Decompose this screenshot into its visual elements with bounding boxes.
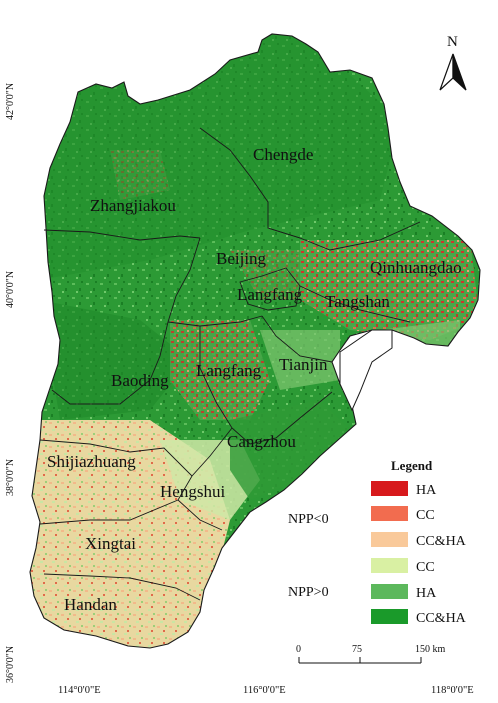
city-label: Xingtai xyxy=(85,534,136,553)
city-boundaries xyxy=(39,127,421,601)
city-label: Shijiazhuang xyxy=(47,452,136,471)
legend-item-label: CC xyxy=(416,508,435,523)
city-label: Qinhuangdao xyxy=(370,258,462,277)
lat-label: 36°0'0"N xyxy=(5,646,16,683)
city-labels: Chengde Zhangjiakou Beijing Qinhuangdao … xyxy=(47,145,462,614)
legend-item-label: HA xyxy=(416,483,437,498)
lon-label: 116°0'0"E xyxy=(243,685,286,696)
city-label: Tianjin xyxy=(279,355,328,374)
legend-swatch xyxy=(371,506,408,521)
scale-tick-label: 150 km xyxy=(415,644,446,655)
city-label: Chengde xyxy=(253,145,313,164)
city-label: Tangshan xyxy=(325,292,390,311)
legend-title: Legend xyxy=(391,458,433,473)
city-label: Baoding xyxy=(111,371,169,390)
city-label: Langfang xyxy=(237,285,303,304)
lat-label: 42°0'0"N xyxy=(5,83,16,120)
city-label: Hengshui xyxy=(160,482,225,501)
legend-group-label: NPP<0 xyxy=(288,512,329,527)
lon-label: 118°0'0"E xyxy=(431,685,474,696)
legend-item-label: CC&HA xyxy=(416,534,467,549)
lat-label: 38°0'0"N xyxy=(5,459,16,496)
city-label: Zhangjiakou xyxy=(90,196,176,215)
legend-swatch xyxy=(371,609,408,624)
legend-item-label: HA xyxy=(416,586,437,601)
bohai-sea xyxy=(339,329,393,412)
lon-label: 114°0'0"E xyxy=(58,685,101,696)
city-label: Langfang xyxy=(196,361,262,380)
legend-swatch xyxy=(371,558,408,573)
north-label: N xyxy=(447,34,458,50)
legend: Legend NPP<0 NPP>0 HA CC CC&HA CC HA CC&… xyxy=(288,458,467,626)
city-label: Cangzhou xyxy=(227,432,296,451)
legend-item-label: CC xyxy=(416,560,435,575)
legend-item-label: CC&HA xyxy=(416,611,467,626)
legend-swatch xyxy=(371,584,408,599)
lat-label: 40°0'0"N xyxy=(5,271,16,308)
legend-swatch xyxy=(371,481,408,496)
legend-swatch xyxy=(371,532,408,547)
north-arrow-icon: N xyxy=(439,34,467,91)
scale-tick-label: 0 xyxy=(296,644,301,655)
scale-bar: 0 75 150 km xyxy=(296,644,446,664)
city-label: Beijing xyxy=(216,249,267,268)
legend-group-label: NPP>0 xyxy=(288,585,329,600)
scale-tick-label: 75 xyxy=(352,644,362,655)
longitude-labels: 114°0'0"E 116°0'0"E 118°0'0"E xyxy=(58,685,474,696)
city-label: Handan xyxy=(64,595,117,614)
latitude-labels: 42°0'0"N 40°0'0"N 38°0'0"N 36°0'0"N xyxy=(5,83,16,683)
